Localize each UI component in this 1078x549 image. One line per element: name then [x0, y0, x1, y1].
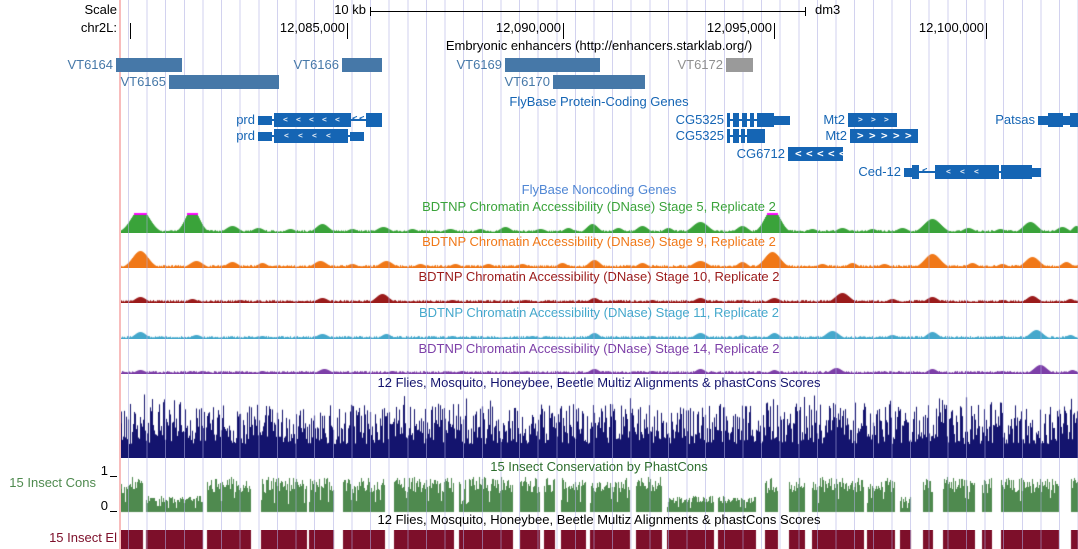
gene-label-Mt2[interactable]: Mt2: [825, 128, 847, 143]
gene-label-CG6712[interactable]: CG6712: [736, 146, 785, 161]
dnase-stage11-title: BDTNP Chromatin Accessibility (DNase) St…: [418, 305, 780, 320]
scale-label: Scale: [84, 2, 117, 17]
gene-Patsas-exon[interactable]: [1070, 113, 1078, 127]
strand-chevron: <: [352, 114, 358, 124]
strand-chevron: <: [839, 147, 846, 160]
enhancers-track-title: Embryonic enhancers (http://enhancers.st…: [445, 38, 753, 53]
strand-chevron: <: [828, 147, 835, 160]
scalebar-right-cap: [805, 7, 806, 16]
strand-chevron: <: [309, 115, 314, 124]
strand-chevron: >: [858, 115, 863, 124]
gene-Patsas-exon[interactable]: [1038, 116, 1048, 125]
multiz-track-title-2: 12 Flies, Mosquito, Honeybee, Beetle Mul…: [377, 512, 821, 527]
strand-chevron: <: [312, 131, 317, 140]
strand-chevron: >: [905, 129, 912, 142]
conservation-track-title: 15 Insect Conservation by PhastCons: [490, 459, 708, 474]
strand-chevron: <: [296, 115, 301, 124]
strand-chevron: >: [869, 129, 876, 142]
strand-chevron: <: [922, 166, 928, 176]
noncoding-genes-track-title: FlyBase Noncoding Genes: [521, 182, 677, 197]
gene-Ced-12-exon[interactable]: [904, 168, 912, 177]
gene-prd-exon[interactable]: [258, 132, 272, 141]
gene-prd-exon[interactable]: [350, 132, 364, 141]
axis-max-tick: [110, 476, 117, 477]
gene-label-Mt2[interactable]: Mt2: [823, 112, 845, 127]
gene-CG5325-exon[interactable]: [742, 113, 747, 127]
strand-chevron: <: [974, 167, 979, 176]
coding-genes-track-title: FlyBase Protein-Coding Genes: [509, 94, 689, 109]
gene-label-CG5325[interactable]: CG5325: [675, 112, 724, 127]
axis-min-label: 0: [100, 498, 108, 513]
dnase-stage14-title: BDTNP Chromatin Accessibility (DNase) St…: [418, 341, 780, 356]
gene-label-Ced-12[interactable]: Ced-12: [858, 164, 901, 179]
dnase-stage9-title: BDTNP Chromatin Accessibility (DNase) St…: [422, 234, 776, 249]
strand-chevron: >: [884, 115, 889, 124]
strand-chevron: <: [960, 167, 965, 176]
gene-prd-exon[interactable]: [366, 113, 382, 127]
dnase-stage10-title: BDTNP Chromatin Accessibility (DNase) St…: [418, 269, 780, 284]
strand-chevron: <: [284, 131, 289, 140]
strand-chevron: <: [817, 147, 824, 160]
gene-label-CG5325[interactable]: CG5325: [675, 128, 724, 143]
assembly-label: dm3: [815, 2, 841, 17]
strand-chevron: <: [335, 115, 340, 124]
strand-chevron: <: [283, 115, 288, 124]
strand-chevron: >: [881, 129, 888, 142]
scalebar-left-cap: [370, 7, 371, 16]
strand-chevron: >: [857, 129, 864, 142]
axis-min-tick: [110, 511, 117, 512]
gene-CG5325-exon[interactable]: [741, 129, 745, 143]
gene-CG5325-exon[interactable]: [727, 113, 730, 127]
elements-track-left-label: 15 Insect El: [49, 530, 117, 545]
strand-chevron: <: [326, 131, 331, 140]
gene-Patsas-exon[interactable]: [1063, 116, 1070, 125]
strand-chevron: <: [946, 167, 951, 176]
multiz-track-title: 12 Flies, Mosquito, Honeybee, Beetle Mul…: [377, 375, 821, 390]
strand-chevron: >: [893, 129, 900, 142]
strand-chevron: <: [359, 114, 365, 124]
gene-label-prd[interactable]: prd: [236, 128, 255, 143]
gene-CG5325-exon[interactable]: [747, 129, 765, 143]
axis-max-label: 1: [100, 463, 108, 478]
dnase-stage5-title: BDTNP Chromatin Accessibility (DNase) St…: [422, 199, 776, 214]
strand-chevron: <: [806, 147, 813, 160]
gene-Patsas-exon[interactable]: [1048, 113, 1063, 127]
gene-prd-exon[interactable]: [258, 116, 272, 125]
strand-chevron: <: [298, 131, 303, 140]
strand-chevron: <: [795, 147, 802, 160]
gene-Ced-12-exon[interactable]: [1032, 168, 1041, 177]
gene-CG5325-exon[interactable]: [733, 113, 739, 127]
gene-CG5325-exon[interactable]: [733, 129, 739, 143]
cons-track-left-label: 15 Insect Cons: [9, 475, 96, 490]
strand-chevron: >: [871, 115, 876, 124]
gene-label-prd[interactable]: prd: [236, 112, 255, 127]
gene-Ced-12-exon[interactable]: [935, 165, 999, 179]
chromosome-label: chr2L:: [80, 20, 117, 35]
enhancer-label-VT6164[interactable]: VT6164: [67, 57, 113, 72]
gene-CG5325-exon[interactable]: [750, 113, 754, 127]
gene-Ced-12-exon[interactable]: [1001, 165, 1032, 179]
strand-chevron: <: [322, 115, 327, 124]
scalebar-value: 10 kb: [334, 2, 366, 17]
gene-Ced-12-exon[interactable]: [912, 165, 919, 179]
gene-CG5325-exon[interactable]: [727, 129, 730, 143]
scalebar-line: [370, 11, 805, 12]
gene-label-Patsas[interactable]: Patsas: [995, 112, 1035, 127]
